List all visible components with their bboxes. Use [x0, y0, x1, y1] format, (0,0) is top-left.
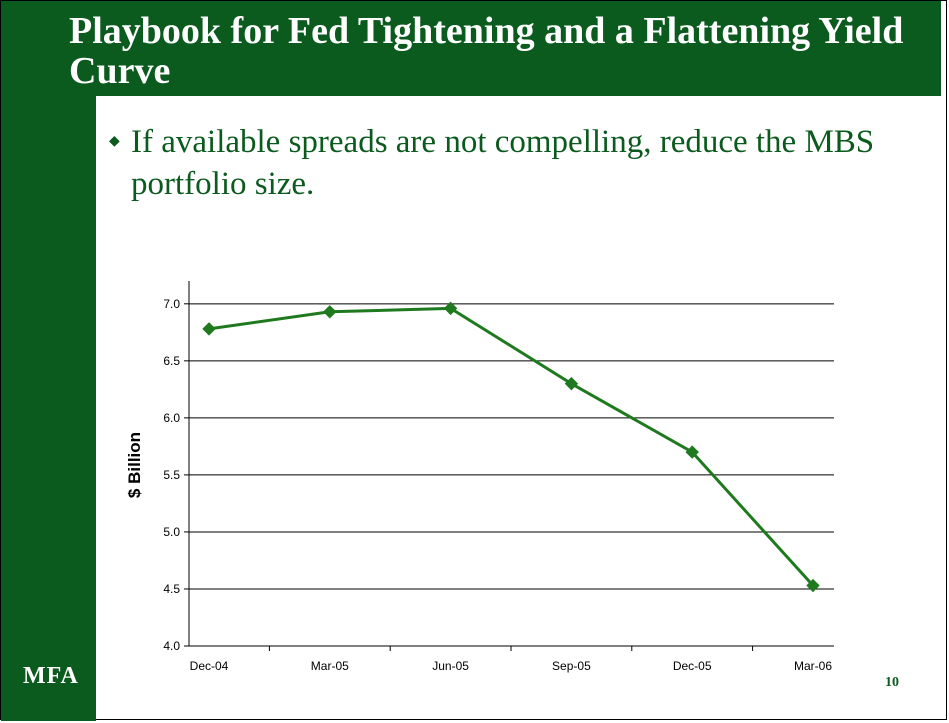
y-tick-label: 7.0	[163, 297, 180, 311]
grid-lines	[189, 303, 834, 590]
x-tick-label: Jun-05	[432, 659, 469, 673]
x-tick-label: Sep-05	[552, 659, 591, 673]
x-tick-label: Dec-05	[673, 659, 712, 673]
x-tick-labels: Dec-04 Mar-05 Jun-05 Sep-05 Dec-05 Mar-06	[190, 659, 833, 673]
bullet-item: ◆ If available spreads are not compellin…	[109, 121, 909, 205]
y-tick-label: 4.0	[163, 639, 180, 653]
axes	[184, 281, 834, 651]
y-tick-label: 5.5	[163, 468, 180, 482]
x-tick-label: Dec-04	[190, 659, 229, 673]
data-point	[202, 322, 216, 336]
slide-title: Playbook for Fed Tightening and a Flatte…	[69, 10, 904, 92]
mfa-logo: MFA	[23, 663, 79, 689]
data-point	[564, 376, 579, 391]
y-tick-label: 6.5	[163, 354, 180, 368]
data-point	[685, 445, 699, 459]
bullet-icon: ◆	[109, 134, 120, 149]
data-point	[806, 578, 820, 593]
bullet-text: If available spreads are not compelling,…	[131, 124, 875, 202]
y-tick-label: 5.0	[163, 525, 180, 539]
x-tick-label: Mar-05	[311, 659, 349, 673]
left-band	[1, 1, 96, 721]
page-number: 10	[885, 675, 899, 690]
series	[202, 301, 820, 593]
y-axis-label: $ Billion	[125, 432, 144, 498]
x-tick-label: Mar-06	[794, 659, 832, 673]
y-tick-labels: 4.0 4.5 5.0 5.5 6.0 6.5 7.0	[163, 297, 180, 653]
data-point	[443, 301, 458, 316]
y-tick-label: 4.5	[163, 582, 180, 596]
data-point	[323, 305, 337, 319]
y-tick-label: 6.0	[163, 411, 180, 425]
series-line	[208, 306, 815, 587]
title-bar	[1, 1, 941, 96]
